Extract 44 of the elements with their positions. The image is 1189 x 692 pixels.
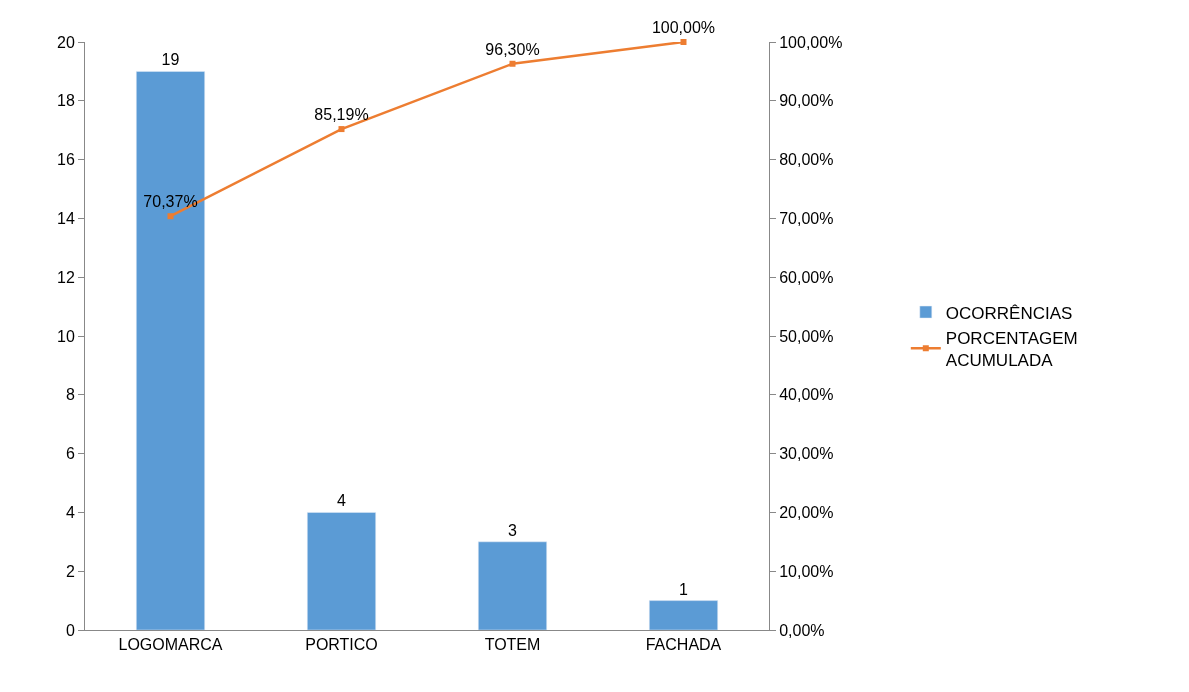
data-label: 4 xyxy=(337,492,346,510)
y-tick-label: 16 xyxy=(57,151,75,169)
y2-tick-label: 100,00% xyxy=(779,33,843,51)
data-label: 85,19% xyxy=(314,106,369,124)
y-tick-label: 20 xyxy=(57,33,75,51)
y-tick-label: 14 xyxy=(57,210,75,227)
bar xyxy=(478,541,547,630)
y2-tick-label: 30,00% xyxy=(779,445,834,463)
point xyxy=(509,60,516,67)
point xyxy=(167,213,174,220)
y2-tick-label: 20,00% xyxy=(779,504,834,521)
x-tick-label: FACHADA xyxy=(645,636,722,654)
y-tick-label: 0 xyxy=(65,621,75,639)
bar xyxy=(307,512,376,630)
y2-tick-label: 50,00% xyxy=(779,327,834,345)
data-label: 1 xyxy=(679,580,688,598)
y2-tick-label: 80,00% xyxy=(779,151,834,169)
y-tick-label: 2 xyxy=(65,562,75,580)
y-tick-label: 18 xyxy=(57,92,75,110)
y-tick-label: 6 xyxy=(65,445,75,463)
point xyxy=(680,39,687,45)
x-tick-label: LOGOMARCA xyxy=(118,636,223,654)
y-tick-label: 12 xyxy=(57,268,75,286)
bar xyxy=(136,71,205,630)
data-label: 19 xyxy=(161,51,180,69)
y-tick-label: 8 xyxy=(65,386,75,404)
data-label: 100,00% xyxy=(651,19,716,37)
point xyxy=(338,126,345,133)
y-tick-label: 10 xyxy=(57,327,75,345)
y2-tick-label: 10,00% xyxy=(779,562,834,580)
y2-tick-label: 70,00% xyxy=(779,210,834,227)
x-tick-label: TOTEM xyxy=(484,636,541,654)
y-tick-label: 4 xyxy=(65,504,75,521)
bar xyxy=(649,600,718,630)
y2-tick-label: 60,00% xyxy=(779,268,834,286)
data-label: 96,30% xyxy=(485,41,540,59)
y2-tick-label: 40,00% xyxy=(779,386,834,404)
x-tick-label: PORTICO xyxy=(305,636,378,654)
legend-label: OCORRÊNCIAS xyxy=(945,303,1073,323)
data-label: 3 xyxy=(508,521,517,539)
y2-tick-label: 0,00% xyxy=(779,621,825,639)
data-label: 70,37% xyxy=(143,193,198,211)
y2-tick-label: 90,00% xyxy=(779,92,834,110)
legend-label: PORCENTAGEM ACUMULADA xyxy=(945,328,1078,370)
